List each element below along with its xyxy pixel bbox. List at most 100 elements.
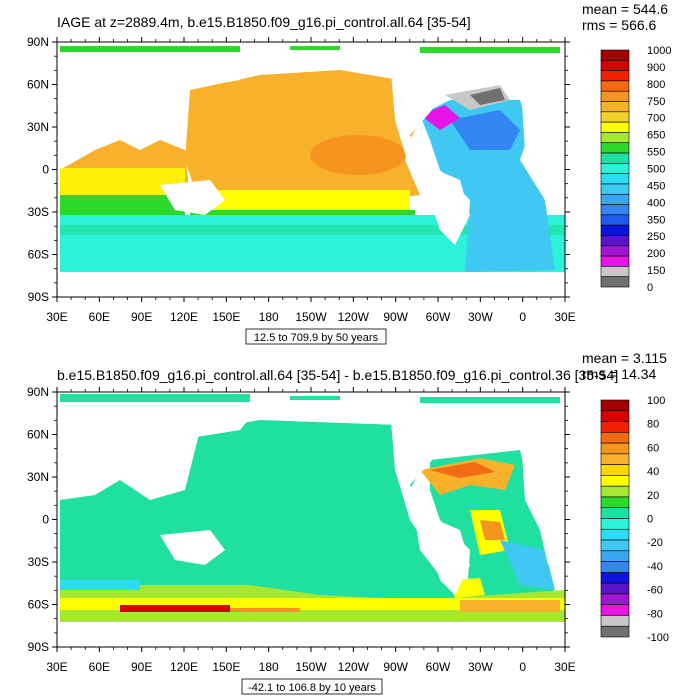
- y-tick-label: 0: [42, 513, 49, 527]
- chart-title: IAGE at z=2889.4m, b.e15.B1850.f09_g16.p…: [57, 14, 471, 30]
- ocean-zero-field: [60, 420, 460, 622]
- y-tick-label: 30N: [27, 120, 49, 134]
- x-tick-label: 150W: [295, 660, 327, 674]
- colorbar-label: 250: [647, 231, 665, 243]
- map-plot-area: [56, 41, 566, 298]
- y-tick-label: 90S: [28, 290, 49, 304]
- colorbar-label: 40: [647, 466, 659, 478]
- colorbar-swatch: [600, 625, 630, 638]
- colorbar-swatch: [600, 204, 630, 216]
- colorbar-swatch: [600, 464, 630, 476]
- colorbar-label: -40: [647, 561, 663, 573]
- colorbar-label: 0: [647, 282, 653, 294]
- colorbar-label: -100: [647, 632, 669, 644]
- x-tick-label: 90W: [383, 660, 408, 674]
- africa-land: [522, 450, 565, 565]
- x-tick-label: 180: [259, 310, 279, 324]
- colorbar-swatch: [600, 121, 630, 133]
- x-tick-label: 30E: [554, 310, 575, 324]
- colorbar-label: 350: [647, 214, 665, 226]
- colorbar-label: 700: [647, 113, 665, 125]
- x-tick-label: 150E: [212, 660, 240, 674]
- x-tick-label: 150W: [295, 310, 327, 324]
- colorbar-swatch: [600, 111, 630, 123]
- x-tick-label: 30W: [468, 310, 493, 324]
- x-tick-label: 180: [259, 660, 279, 674]
- colorbar-swatch: [600, 518, 630, 530]
- americas-land: [390, 410, 470, 595]
- colorbar-swatch: [600, 173, 630, 185]
- rms-stat: rms = 14.34: [582, 366, 657, 382]
- colorbar-label: 450: [647, 180, 665, 192]
- x-tick-label: 30W: [468, 660, 493, 674]
- x-tick-label: 60W: [426, 660, 451, 674]
- australia-land: [160, 530, 225, 565]
- colorbar-label: 800: [647, 79, 665, 91]
- iage-map-panel: IAGE at z=2889.4m, b.e15.B1850.f09_g16.p…: [27, 1, 671, 345]
- arctic-band: [60, 394, 560, 403]
- x-tick-label: 30E: [46, 660, 67, 674]
- colorbar-swatch: [600, 528, 630, 541]
- x-tick-label: 30E: [554, 660, 575, 674]
- colorbar-label: 20: [647, 490, 659, 502]
- colorbar-swatch: [600, 49, 630, 61]
- y-tick-label: 60N: [27, 78, 49, 92]
- colorbar-swatch: [600, 101, 630, 113]
- map-plot-area: [56, 391, 566, 648]
- colorbar-label: 500: [647, 164, 665, 176]
- colorbar-swatch: [600, 582, 630, 595]
- colorbar-label: -80: [647, 608, 663, 620]
- colorbar-swatch: [600, 561, 630, 573]
- colorbar-swatch: [600, 193, 630, 205]
- africa-land: [522, 100, 565, 215]
- y-tick-label: 30S: [28, 205, 49, 219]
- iage-diff-map-panel: b.e15.B1850.f09_g16.pi_control.all.64 [3…: [27, 350, 669, 695]
- x-tick-label: 60E: [89, 310, 110, 324]
- colorbar-label: 400: [647, 197, 665, 209]
- colorbar-label: 60: [647, 442, 659, 454]
- x-axis: 30E 60E 90E 120E 150E 180 150W 120W 90W 60W 30W 0 30…: [46, 387, 576, 674]
- colorbar-label: 750: [647, 96, 665, 108]
- y-tick-label: 0: [42, 163, 49, 177]
- colorbar-swatch: [600, 539, 630, 552]
- x-tick-label: 150E: [212, 310, 240, 324]
- asia-land: [57, 56, 260, 150]
- pacific-ocean: [185, 70, 425, 210]
- x-tick-label: 0: [519, 310, 526, 324]
- x-tick-label: 120E: [170, 310, 198, 324]
- colorbar-swatch: [600, 550, 630, 562]
- colorbar-swatch: [600, 224, 630, 236]
- x-tick-label: 90E: [131, 310, 152, 324]
- colorbar-swatch: [600, 152, 630, 164]
- x-tick-label: 120W: [338, 660, 370, 674]
- chart-title: b.e15.B1850.f09_g16.pi_control.all.64 [3…: [57, 367, 618, 383]
- y-tick-label: 30S: [28, 555, 49, 569]
- colorbar-label: 900: [647, 62, 665, 74]
- colorbar-label: 100: [647, 395, 665, 407]
- colorbar-swatch: [600, 235, 630, 247]
- contour-range-label: 12.5 to 709.9 by 50 years: [254, 332, 379, 344]
- y-axis: 90N 60N 30N 0 30S 60S 90S: [27, 385, 570, 654]
- colorbar-label: 650: [647, 130, 665, 142]
- colorbar-swatch: [600, 70, 630, 82]
- asia-land: [57, 406, 260, 500]
- colorbar-swatch: [600, 432, 630, 444]
- colorbar-label: 80: [647, 419, 659, 431]
- colorbar-label: 1000: [647, 45, 671, 57]
- mean-stat: mean = 3.115: [582, 350, 667, 366]
- x-tick-label: 90W: [383, 310, 408, 324]
- colorbar-swatch: [600, 183, 630, 195]
- colorbar-swatch: [600, 90, 630, 102]
- y-tick-label: 90N: [27, 385, 49, 399]
- colorbar-label: -60: [647, 585, 663, 597]
- colorbar-swatch: [600, 593, 630, 605]
- colorbar-label: -20: [647, 537, 663, 549]
- x-tick-label: 60E: [89, 660, 110, 674]
- colorbar-swatch: [600, 572, 630, 584]
- colorbar-swatch: [600, 496, 630, 509]
- colorbar-swatch: [600, 453, 630, 465]
- antarctica-land: [57, 622, 565, 647]
- x-tick-label: 120W: [338, 310, 370, 324]
- colorbar-swatch: [600, 604, 630, 616]
- y-tick-label: 60S: [28, 248, 49, 262]
